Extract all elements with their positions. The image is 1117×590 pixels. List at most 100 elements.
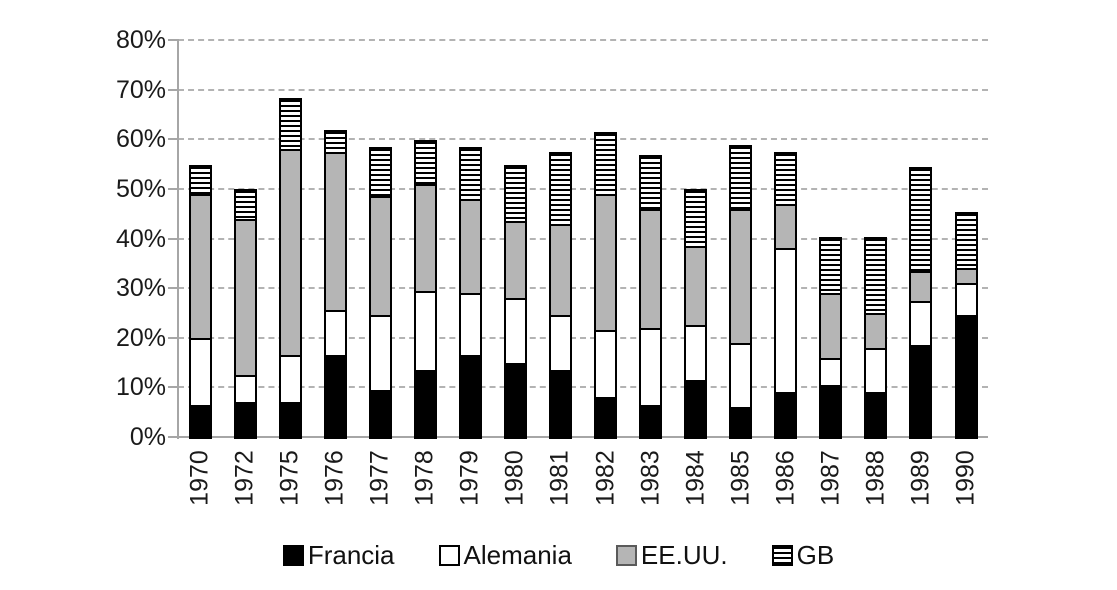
x-axis-line bbox=[178, 436, 988, 438]
bar-1981 bbox=[548, 152, 572, 439]
x-axis-label-1983: 1983 bbox=[636, 450, 665, 506]
bar-1984 bbox=[684, 189, 708, 439]
segment-gb-1985 bbox=[731, 146, 751, 209]
segment-eeuu-1980 bbox=[505, 221, 525, 299]
y-axis-line bbox=[177, 40, 179, 439]
segment-francia-1990 bbox=[956, 315, 976, 437]
x-axis-label-1977: 1977 bbox=[365, 450, 394, 506]
legend-item-gb: GB bbox=[771, 540, 834, 571]
segment-francia-1979 bbox=[460, 355, 480, 437]
y-tick-60pct bbox=[168, 138, 179, 141]
x-axis-label-1982: 1982 bbox=[591, 450, 620, 506]
y-tick-10pct bbox=[168, 386, 179, 389]
segment-eeuu-1984 bbox=[686, 245, 706, 326]
segment-francia-1984 bbox=[686, 379, 706, 437]
segment-francia-1975 bbox=[280, 402, 300, 437]
bar-1982 bbox=[594, 132, 618, 439]
bar-1989 bbox=[909, 167, 933, 439]
y-axis-label: 80% bbox=[115, 26, 166, 54]
segment-gb-1977 bbox=[370, 149, 390, 197]
legend-label: EE.UU. bbox=[640, 539, 728, 570]
segment-francia-1977 bbox=[370, 389, 390, 437]
bar-1980 bbox=[503, 164, 527, 439]
bar-1985 bbox=[729, 144, 753, 439]
x-axis-label-1989: 1989 bbox=[906, 450, 935, 506]
x-axis-label-1986: 1986 bbox=[771, 450, 800, 506]
bar-1986 bbox=[774, 152, 798, 439]
segment-gb-1986 bbox=[776, 154, 796, 204]
y-tick-80pct bbox=[168, 39, 179, 41]
legend-swatch-francia bbox=[282, 544, 304, 566]
y-axis-label: 30% bbox=[115, 274, 166, 303]
segment-alemania-1986 bbox=[776, 248, 796, 393]
segment-francia-1988 bbox=[866, 392, 886, 437]
bar-1970 bbox=[188, 164, 212, 439]
y-axis-label: 60% bbox=[115, 125, 166, 154]
segment-eeuu-1981 bbox=[550, 223, 570, 316]
segment-alemania-1978 bbox=[415, 290, 435, 370]
x-axis-label-1981: 1981 bbox=[545, 450, 574, 506]
segment-francia-1972 bbox=[235, 402, 255, 437]
gridline-40pct bbox=[178, 237, 988, 240]
legend-label: Alemania bbox=[463, 539, 572, 570]
segment-gb-1972 bbox=[235, 191, 255, 219]
bar-1977 bbox=[368, 147, 392, 439]
gridline-80pct bbox=[178, 39, 988, 41]
legend-item-eeuu: EE.UU. bbox=[615, 539, 728, 571]
segment-gb-1979 bbox=[460, 149, 480, 199]
y-axis-label: 10% bbox=[115, 373, 166, 402]
bar-1976 bbox=[323, 129, 347, 439]
segment-francia-1983 bbox=[641, 404, 661, 437]
segment-eeuu-1990 bbox=[956, 268, 976, 284]
segment-francia-1980 bbox=[505, 362, 525, 437]
segment-alemania-1981 bbox=[550, 315, 570, 370]
bar-1972 bbox=[233, 189, 257, 439]
y-tick-0pct bbox=[168, 436, 179, 438]
segment-eeuu-1970 bbox=[190, 193, 210, 338]
segment-alemania-1979 bbox=[460, 293, 480, 356]
segment-gb-1989 bbox=[911, 169, 931, 271]
segment-francia-1982 bbox=[596, 397, 616, 437]
segment-francia-1981 bbox=[550, 369, 570, 437]
segment-alemania-1976 bbox=[325, 310, 345, 356]
segment-alemania-1989 bbox=[911, 300, 931, 346]
segment-gb-1975 bbox=[280, 99, 300, 150]
segment-francia-1986 bbox=[776, 392, 796, 437]
legend-label: Francia bbox=[307, 539, 395, 570]
legend: Francia Alemania EE.UU. GB bbox=[0, 534, 1117, 576]
x-axis-label-1985: 1985 bbox=[726, 450, 755, 506]
legend-swatch-gb bbox=[771, 544, 793, 566]
segment-alemania-1975 bbox=[280, 355, 300, 403]
legend-swatch-alemania bbox=[438, 544, 460, 566]
legend-item-alemania: Alemania bbox=[438, 539, 572, 571]
x-axis-label-1980: 1980 bbox=[500, 450, 529, 506]
x-axis-label-1979: 1979 bbox=[455, 450, 484, 506]
bar-1979 bbox=[458, 147, 482, 439]
bar-1978 bbox=[413, 139, 437, 439]
gridline-60pct bbox=[178, 138, 988, 141]
segment-gb-1987 bbox=[821, 238, 841, 294]
y-axis-label: 20% bbox=[115, 323, 166, 352]
segment-eeuu-1986 bbox=[776, 203, 796, 249]
segment-eeuu-1972 bbox=[235, 218, 255, 375]
segment-alemania-1984 bbox=[686, 325, 706, 380]
segment-gb-1984 bbox=[686, 191, 706, 246]
y-axis-label: 0% bbox=[129, 423, 166, 451]
segment-alemania-1970 bbox=[190, 337, 210, 405]
x-axis-label-1984: 1984 bbox=[681, 450, 710, 506]
segment-francia-1987 bbox=[821, 384, 841, 437]
segment-eeuu-1988 bbox=[866, 312, 886, 348]
segment-alemania-1983 bbox=[641, 327, 661, 405]
segment-gb-1976 bbox=[325, 131, 345, 152]
y-tick-40pct bbox=[168, 237, 179, 240]
x-axis-label-1987: 1987 bbox=[816, 450, 845, 506]
segment-alemania-1985 bbox=[731, 342, 751, 408]
segment-eeuu-1983 bbox=[641, 208, 661, 328]
bar-1983 bbox=[639, 154, 663, 439]
gridline-70pct bbox=[178, 88, 988, 91]
bar-1988 bbox=[864, 236, 888, 439]
x-axis-label-1988: 1988 bbox=[861, 450, 890, 506]
segment-francia-1989 bbox=[911, 345, 931, 437]
segment-eeuu-1977 bbox=[370, 196, 390, 316]
